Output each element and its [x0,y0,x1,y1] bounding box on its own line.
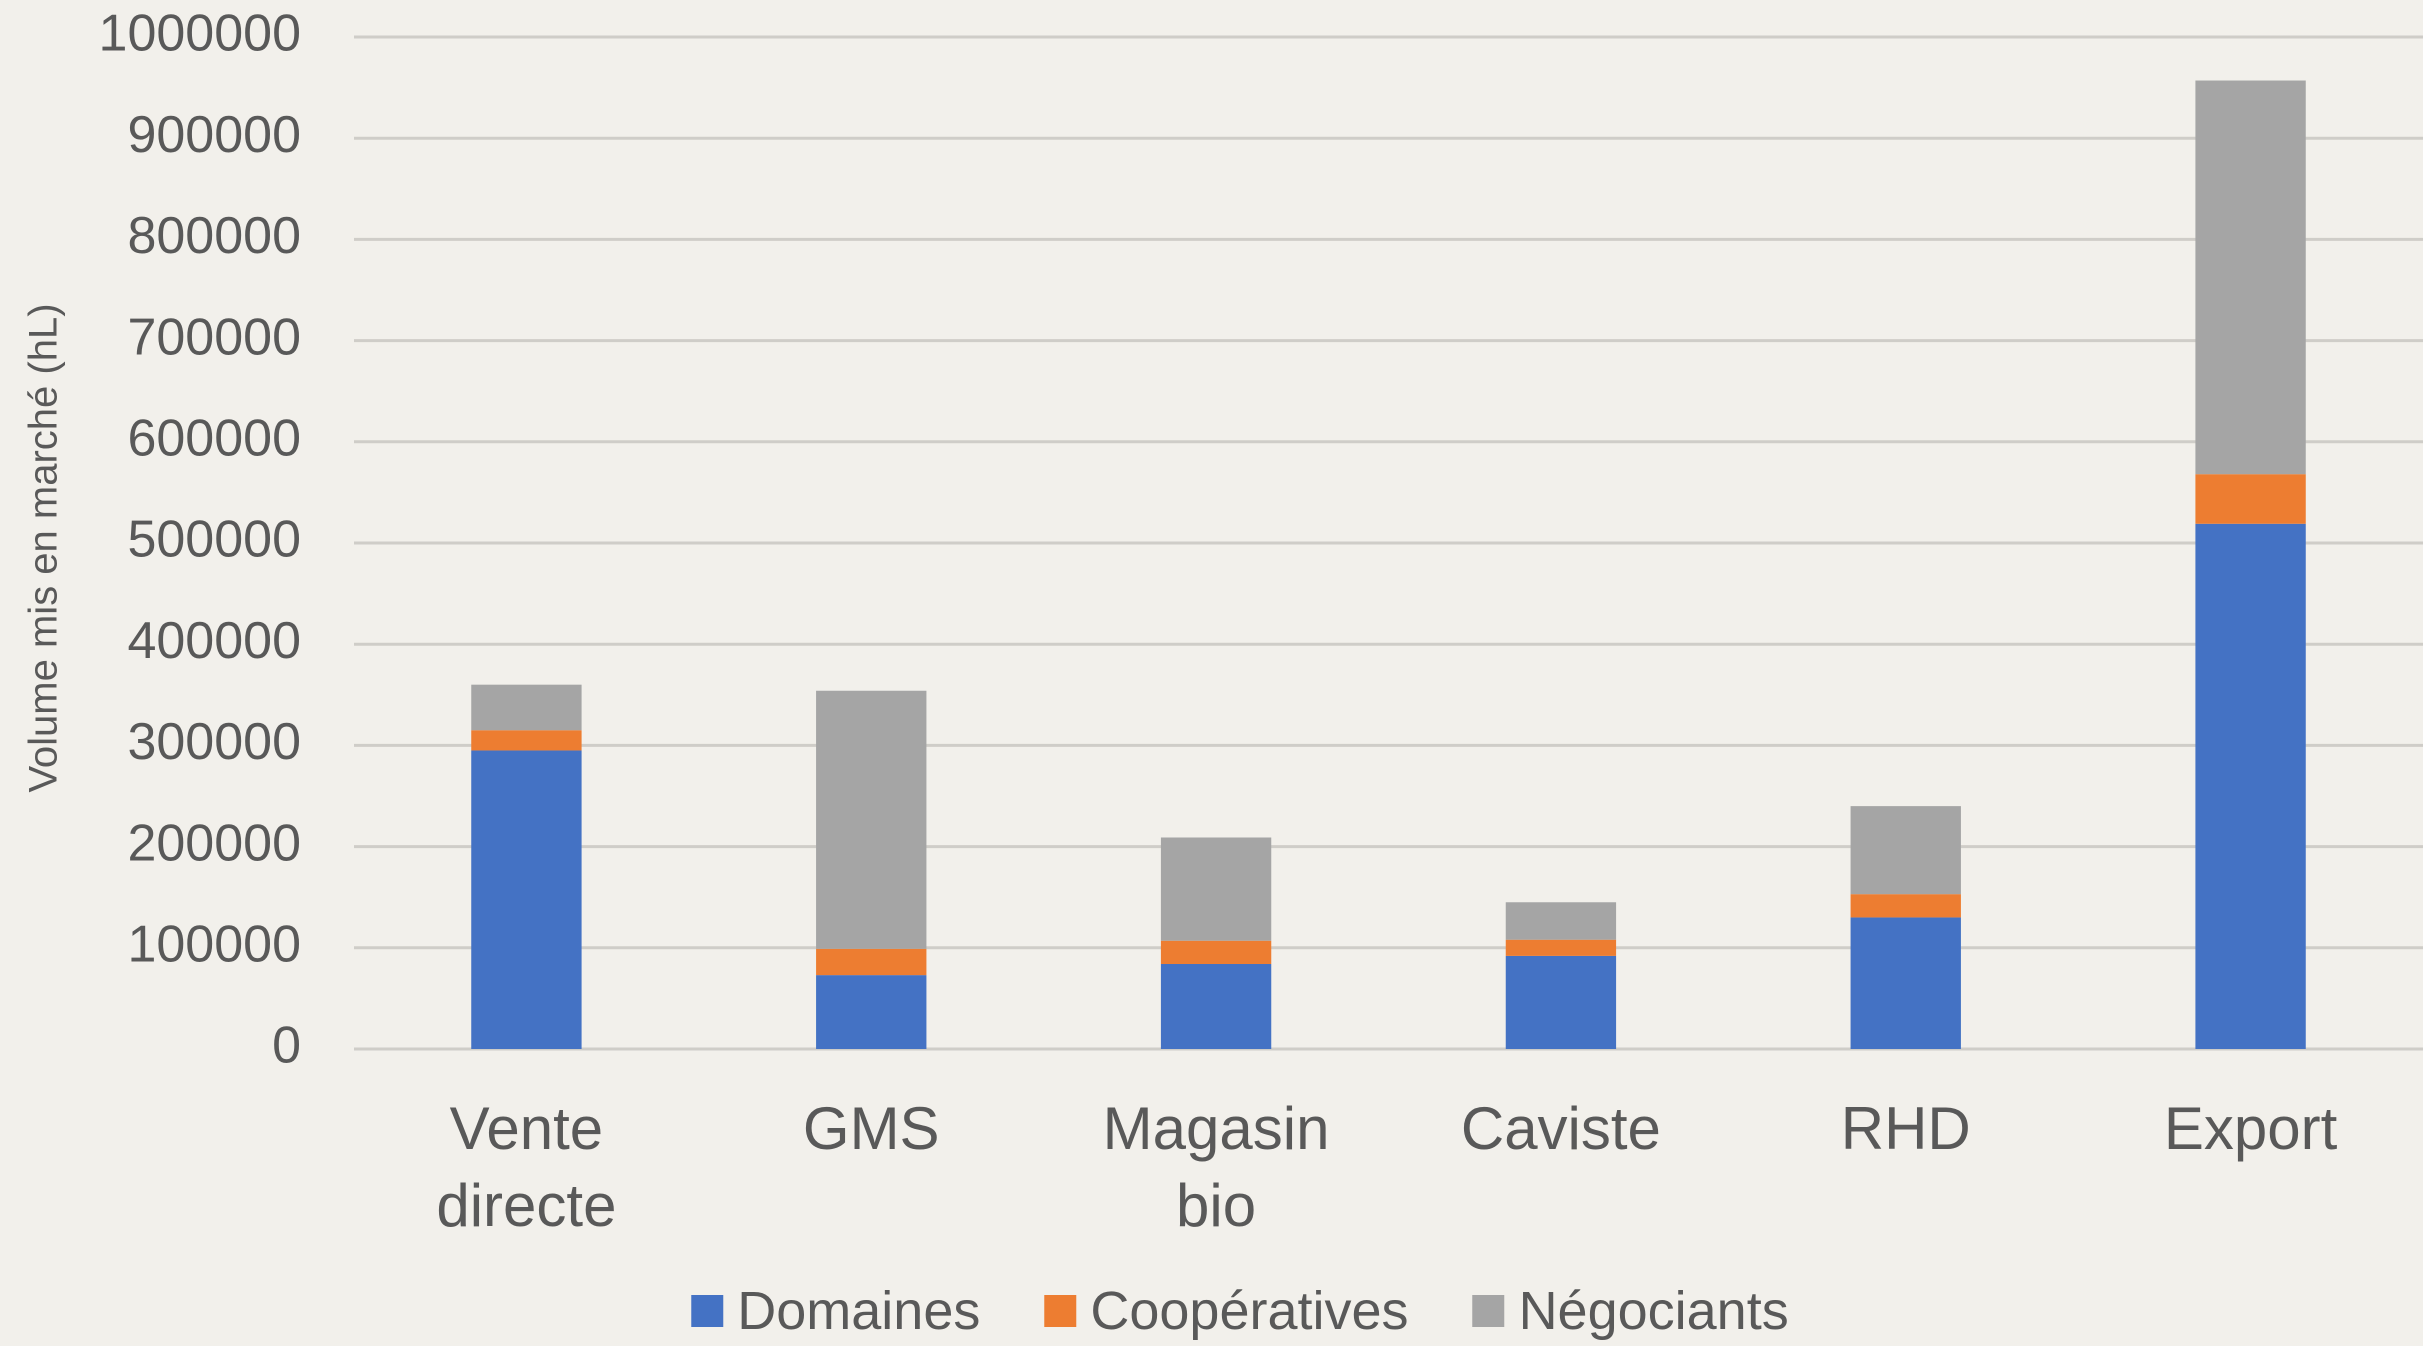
bar-segment [1850,917,1961,1049]
legend-swatch [1472,1295,1505,1327]
legend-item: Coopératives [1044,1280,1409,1342]
bar-segment [816,690,927,949]
y-tick-label: 800000 [127,207,301,265]
x-tick-label: Export [2163,1095,2338,1162]
legend-label: Coopératives [1090,1281,1409,1341]
bar-segment [471,684,582,731]
y-tick-label: 1000000 [99,5,301,63]
x-tick-label: Caviste [1460,1095,1661,1162]
y-tick-label: 900000 [127,106,301,164]
y-tick-label: 400000 [127,612,301,670]
bar-segment [1850,806,1961,895]
y-tick-label: 700000 [127,308,301,366]
y-tick-label: 600000 [127,410,301,468]
y-tick-label: 300000 [127,713,301,771]
y-tick-label: 500000 [127,511,301,569]
legend-swatch [1044,1295,1077,1327]
x-tick-label: GMS [802,1095,940,1162]
bar-segment [2195,523,2306,1049]
y-tick-label: 100000 [127,916,301,974]
bar-segment [1160,963,1272,1049]
bar-segment [2195,474,2306,524]
legend-label: Domaines [737,1281,981,1341]
y-tick-label: 0 [272,1017,301,1075]
legend-item: Négociants [1472,1280,1789,1342]
legend-label: Négociants [1518,1281,1789,1341]
x-tick-label: Magasin bio [1102,1095,1330,1239]
y-tick-label: 200000 [127,814,301,872]
bar-segment [816,948,927,976]
bar-segment [1160,940,1272,964]
legend-swatch [691,1295,724,1327]
bar-segment [1505,939,1617,956]
bar-segment [816,975,927,1049]
legend: Domaines Coopératives Négociants [691,1280,1789,1342]
x-tick-label: Vente directe [436,1095,617,1239]
y-axis-label: Volume mis en marché (hL) [22,303,66,792]
bar-segment [471,730,582,751]
bar-segment [1850,894,1961,918]
bar-segment [1505,955,1617,1049]
x-tick-label: RHD [1840,1095,1971,1162]
bar-segment [1160,837,1272,941]
bar-segment [2195,80,2306,475]
bar-segment [471,750,582,1049]
legend-item: Domaines [691,1280,980,1342]
bar-segment [1505,902,1617,940]
